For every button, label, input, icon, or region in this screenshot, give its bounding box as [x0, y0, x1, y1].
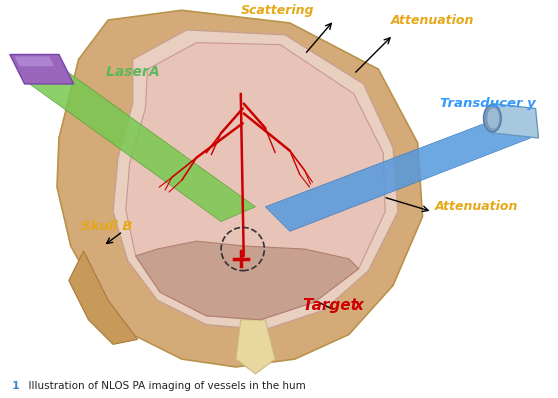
- Polygon shape: [265, 113, 531, 231]
- Text: Transducer y: Transducer y: [440, 97, 536, 110]
- Polygon shape: [30, 69, 256, 222]
- Text: Laser: Laser: [106, 65, 154, 79]
- Text: Illustration of NLOS PA imaging of vessels in the hum: Illustration of NLOS PA imaging of vesse…: [22, 380, 305, 390]
- Polygon shape: [492, 103, 538, 138]
- Ellipse shape: [487, 107, 500, 129]
- Polygon shape: [236, 320, 275, 374]
- Text: Scattering: Scattering: [240, 4, 314, 17]
- Polygon shape: [113, 30, 398, 330]
- Polygon shape: [15, 57, 54, 66]
- Polygon shape: [10, 55, 74, 84]
- Text: Target: Target: [302, 298, 363, 312]
- Text: 1: 1: [12, 380, 20, 390]
- Polygon shape: [126, 43, 385, 320]
- Text: x: x: [354, 298, 364, 312]
- Text: Attenuation: Attenuation: [391, 14, 474, 27]
- Polygon shape: [57, 10, 422, 367]
- Polygon shape: [69, 251, 138, 344]
- Text: Attenuation: Attenuation: [434, 200, 518, 213]
- Text: A: A: [150, 65, 160, 79]
- Text: Skull B: Skull B: [80, 220, 132, 233]
- Polygon shape: [136, 241, 359, 320]
- Ellipse shape: [483, 105, 501, 132]
